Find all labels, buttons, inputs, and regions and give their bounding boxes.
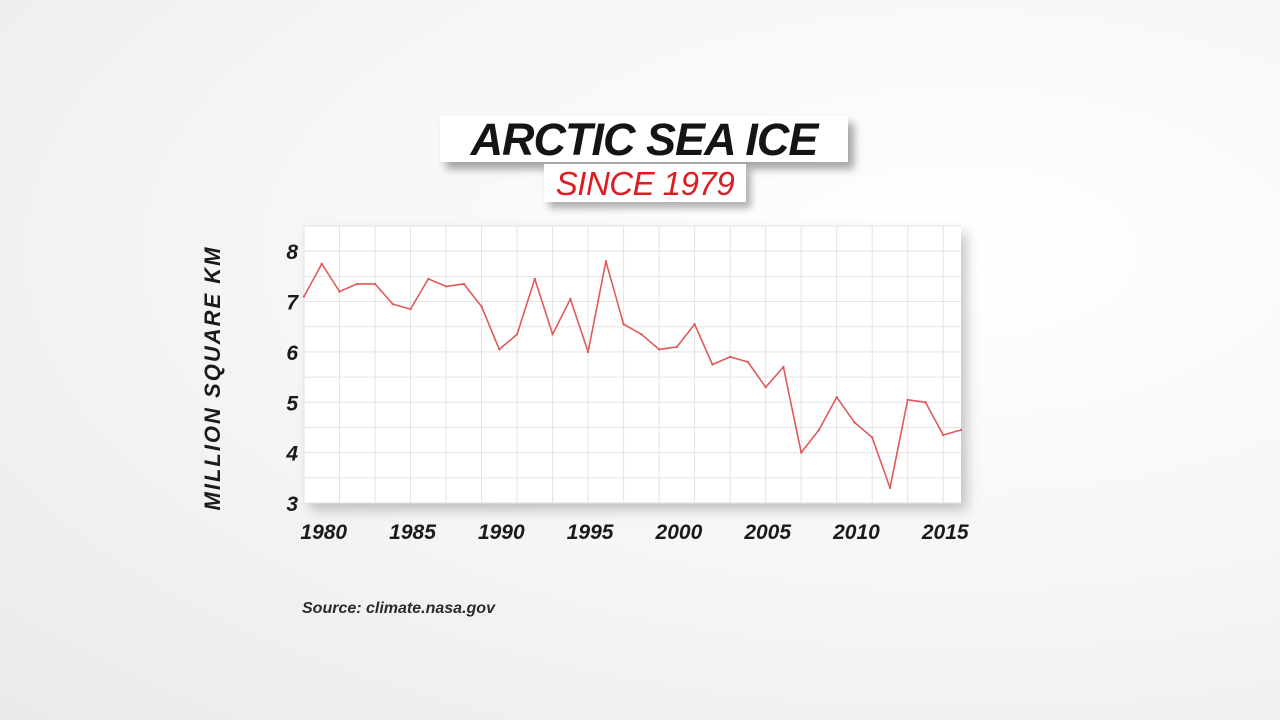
data-point bbox=[480, 305, 483, 308]
data-point bbox=[533, 277, 536, 281]
chart-subtitle: SINCE 1979 bbox=[555, 164, 735, 202]
y-tick-labels: 3 4 5 6 7 8 bbox=[285, 241, 299, 516]
data-point bbox=[835, 396, 838, 399]
data-point bbox=[729, 355, 732, 359]
data-point bbox=[711, 363, 714, 366]
y-tick-label: 7 bbox=[286, 292, 299, 315]
data-point bbox=[906, 398, 909, 401]
data-point bbox=[302, 295, 306, 298]
data-point bbox=[640, 333, 643, 336]
source-note: Source: climate.nasa.gov bbox=[302, 600, 495, 617]
data-point bbox=[817, 428, 821, 432]
data-point bbox=[942, 433, 945, 437]
data-point bbox=[746, 360, 750, 364]
x-tick-label: 1990 bbox=[478, 521, 525, 544]
data-point bbox=[924, 401, 927, 404]
data-point bbox=[356, 282, 359, 286]
data-point bbox=[320, 262, 323, 265]
x-tick-labels: 1980 1985 1990 1995 2000 2005 2010 2015 bbox=[300, 521, 969, 544]
x-tick-label: 2010 bbox=[832, 521, 880, 544]
data-point bbox=[569, 297, 572, 301]
data-point bbox=[604, 260, 608, 263]
series-line bbox=[303, 260, 962, 489]
data-point bbox=[498, 348, 501, 351]
data-point bbox=[586, 350, 590, 354]
data-point bbox=[373, 282, 377, 286]
data-point bbox=[782, 365, 785, 369]
y-tick-label: 4 bbox=[285, 443, 298, 466]
data-point bbox=[871, 436, 874, 439]
data-point bbox=[800, 451, 803, 454]
subtitle-banner: SINCE 1979 bbox=[544, 164, 746, 202]
data-point bbox=[444, 285, 448, 288]
data-point bbox=[675, 345, 679, 349]
data-point bbox=[427, 277, 430, 281]
title-banner: ARCTIC SEA ICE bbox=[440, 116, 848, 162]
data-point bbox=[409, 307, 412, 311]
grid-lines bbox=[303, 225, 961, 504]
x-tick-label: 1980 bbox=[300, 521, 347, 544]
data-point bbox=[551, 333, 554, 336]
x-tick-label: 2000 bbox=[655, 521, 703, 544]
data-point bbox=[693, 323, 696, 326]
x-tick-label: 1985 bbox=[389, 521, 436, 544]
data-point bbox=[338, 290, 341, 293]
data-point bbox=[853, 421, 856, 424]
chart-title: ARCTIC SEA ICE bbox=[470, 113, 819, 165]
data-point bbox=[622, 323, 625, 326]
data-point bbox=[391, 302, 394, 306]
y-tick-label: 6 bbox=[286, 342, 298, 365]
x-tick-label: 2015 bbox=[921, 521, 969, 544]
data-point bbox=[515, 333, 519, 336]
y-tick-label: 8 bbox=[286, 241, 298, 264]
data-point bbox=[764, 386, 767, 389]
data-point bbox=[959, 428, 963, 432]
plot-panel bbox=[304, 226, 961, 503]
x-tick-label: 2005 bbox=[743, 521, 791, 544]
y-tick-label: 3 bbox=[286, 493, 298, 516]
data-point bbox=[462, 282, 465, 286]
data-point bbox=[657, 348, 661, 351]
x-tick-label: 1995 bbox=[567, 521, 614, 544]
y-tick-label: 5 bbox=[286, 392, 298, 415]
data-point bbox=[888, 486, 892, 490]
series-layer bbox=[302, 260, 963, 490]
